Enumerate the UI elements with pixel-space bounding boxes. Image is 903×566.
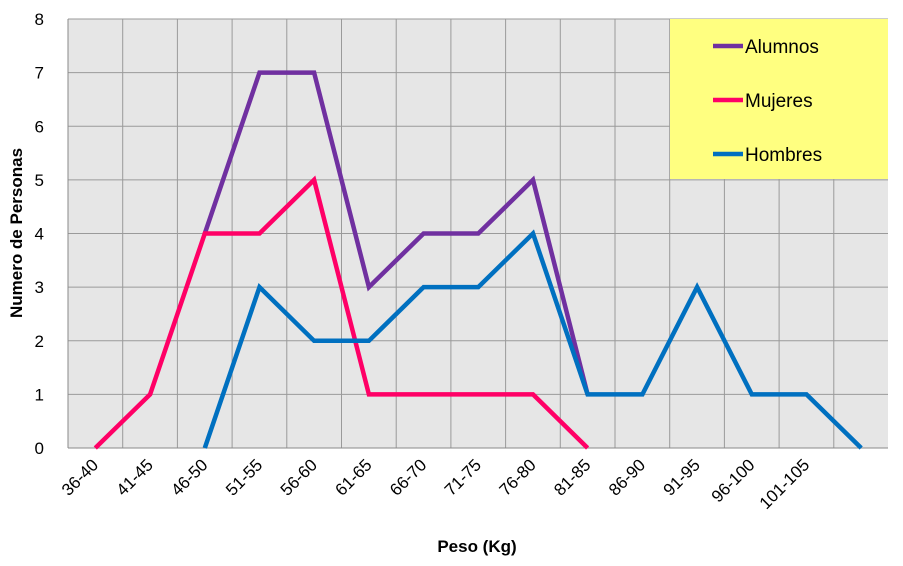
x-tick-label: 36-40	[58, 455, 102, 499]
y-tick-label: 7	[35, 64, 44, 83]
series-lines	[93, 70, 863, 450]
x-tick-label: 101-105	[756, 455, 814, 513]
y-tick-label: 5	[35, 171, 44, 190]
y-tick-label: 0	[35, 439, 44, 458]
legend: Alumnos Mujeres Hombres	[670, 19, 888, 179]
x-tick-label: 81-85	[550, 455, 594, 499]
x-axis-ticks: 36-40 41-45 46-50 51-55 56-60 61-65 66-70 71-75…	[58, 455, 813, 513]
y-tick-label: 2	[35, 332, 44, 351]
series-line-hombres	[202, 229, 863, 450]
series-line-alumnos	[202, 70, 590, 395]
x-tick-label: 76-80	[496, 455, 540, 499]
x-tick-label: 41-45	[113, 455, 157, 499]
legend-label-alumnos: Alumnos	[745, 37, 819, 58]
legend-box	[670, 19, 888, 179]
x-tick-label: 91-95	[660, 455, 704, 499]
y-tick-label: 8	[35, 10, 44, 29]
x-tick-label: 61-65	[331, 455, 375, 499]
x-tick-label: 51-55	[222, 455, 266, 499]
x-tick-label: 46-50	[167, 455, 211, 499]
series-line-mujeres	[93, 175, 590, 450]
y-axis-title: Numero de Personas	[7, 148, 26, 318]
x-tick-label: 86-90	[605, 455, 649, 499]
x-tick-label: 56-60	[277, 455, 321, 499]
y-tick-label: 1	[35, 385, 44, 404]
x-tick-label: 96-100	[708, 455, 759, 506]
legend-label-hombres: Hombres	[745, 145, 822, 166]
x-tick-label: 66-70	[386, 455, 430, 499]
x-axis-title: Peso (Kg)	[437, 537, 516, 556]
y-tick-label: 4	[35, 225, 44, 244]
x-tick-label: 71-75	[441, 455, 485, 499]
y-tick-label: 6	[35, 117, 44, 136]
y-axis-ticks: 0 1 2 3 4 5 6 7 8	[35, 10, 44, 458]
legend-label-mujeres: Mujeres	[745, 91, 813, 112]
y-tick-label: 3	[35, 278, 44, 297]
